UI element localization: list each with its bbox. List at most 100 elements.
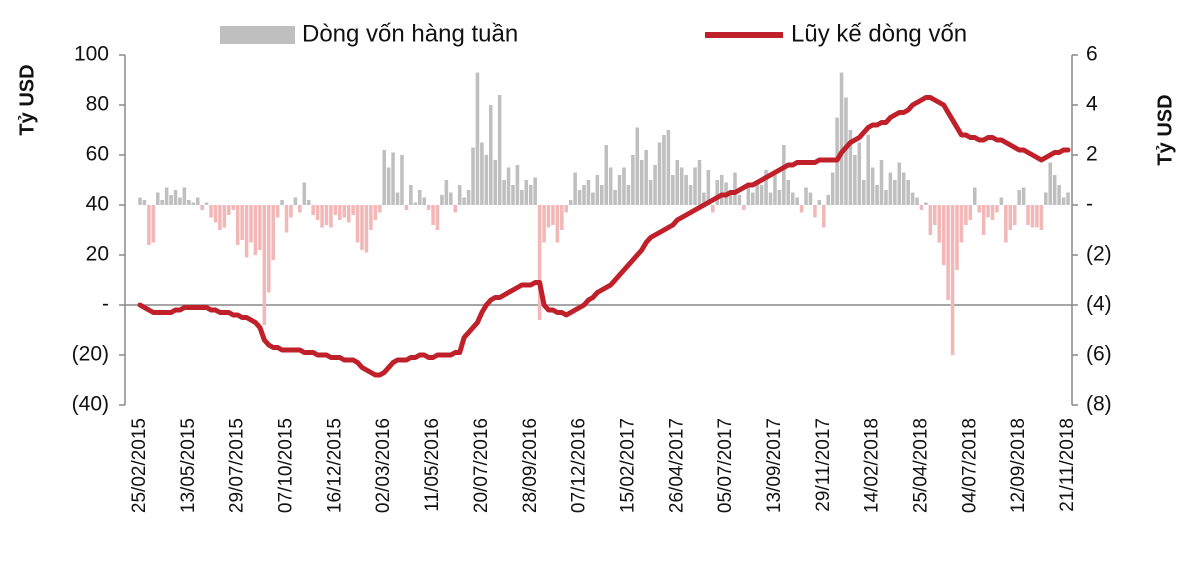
bar <box>582 185 586 205</box>
y-tick-label: 100 <box>74 43 109 66</box>
bar <box>697 160 702 205</box>
bar <box>493 160 497 205</box>
bar <box>786 180 791 205</box>
bar <box>679 167 684 205</box>
bar <box>275 205 280 218</box>
bar <box>320 205 324 228</box>
bar <box>662 135 666 205</box>
bar <box>861 180 866 205</box>
bar <box>622 167 626 205</box>
x-tick-label: 02/03/2016 <box>373 418 394 513</box>
bar <box>391 152 395 205</box>
bar <box>600 185 604 205</box>
legend-label: Dòng vốn hàng tuần <box>302 20 518 47</box>
bar <box>595 175 600 205</box>
bar <box>782 145 786 205</box>
bar <box>475 72 480 205</box>
bar <box>284 205 289 233</box>
legend-label: Lũy kế dòng vốn <box>791 20 967 47</box>
bar <box>968 205 973 220</box>
bar <box>1057 185 1061 205</box>
bar <box>631 155 635 205</box>
bar <box>462 197 466 205</box>
bar <box>449 192 453 205</box>
bar <box>693 167 697 205</box>
bar <box>675 160 680 205</box>
bar <box>910 192 915 205</box>
bar <box>1004 205 1008 243</box>
bar <box>187 200 191 205</box>
bar <box>875 185 879 205</box>
bar <box>972 187 977 205</box>
bar <box>653 165 657 205</box>
y2-tick-label: 2 <box>1086 143 1098 166</box>
bar <box>1017 190 1021 205</box>
bar <box>346 205 351 223</box>
bar <box>644 150 648 205</box>
x-tick-label: 26/04/2017 <box>666 418 687 513</box>
bar <box>426 205 431 210</box>
x-tick-label: 13/05/2015 <box>178 418 199 513</box>
bar <box>213 205 218 223</box>
bar <box>160 200 164 205</box>
bar <box>271 205 275 260</box>
x-tick-label: 14/02/2018 <box>862 418 883 513</box>
bar <box>941 205 946 265</box>
bar <box>804 187 808 205</box>
bar <box>657 142 662 205</box>
bar <box>404 205 409 210</box>
bar <box>395 192 400 205</box>
x-tick-label: 15/02/2017 <box>617 418 638 513</box>
bar <box>964 205 968 225</box>
bar <box>604 145 608 205</box>
bar <box>1035 205 1039 228</box>
bar <box>386 167 391 205</box>
x-tick-label: 28/09/2016 <box>520 418 541 513</box>
bar <box>924 202 928 205</box>
bar <box>440 195 444 205</box>
bar <box>688 185 693 205</box>
legend-swatch <box>220 26 295 44</box>
bar <box>959 205 964 243</box>
bar <box>302 182 307 205</box>
bar <box>764 170 768 205</box>
bar <box>382 150 386 205</box>
x-tick-label: 05/07/2017 <box>715 418 736 513</box>
bar <box>586 180 591 205</box>
y2-tick-label: 4 <box>1086 93 1098 116</box>
x-tick-label: 11/05/2016 <box>422 418 443 512</box>
bar <box>444 180 449 205</box>
bar <box>608 167 613 205</box>
bar <box>839 72 844 205</box>
bar <box>870 167 875 205</box>
y2-axis-title: Tỷ USD <box>1154 94 1176 165</box>
bar <box>315 205 320 220</box>
bar <box>413 202 418 205</box>
bar <box>981 205 986 235</box>
y-tick-label: 60 <box>86 143 109 166</box>
y-axis-title: Tỷ USD <box>16 64 38 135</box>
x-tick-label: 21/11/2018 <box>1057 418 1078 512</box>
bar <box>684 175 688 205</box>
bar <box>355 205 360 243</box>
bar <box>733 172 737 205</box>
x-tick-label: 16/12/2015 <box>324 418 345 513</box>
bar <box>222 205 227 228</box>
bar <box>666 130 671 205</box>
x-tick-label: 04/07/2018 <box>959 418 980 513</box>
bar <box>373 205 378 220</box>
bar <box>329 205 333 228</box>
bar <box>377 205 382 213</box>
bar <box>360 205 364 250</box>
bar <box>1021 187 1026 205</box>
x-tick-label: 12/09/2018 <box>1008 418 1029 513</box>
x-tick-label: 07/12/2016 <box>569 418 590 513</box>
bar <box>990 205 995 220</box>
bar <box>573 172 577 205</box>
bar <box>227 205 231 215</box>
y-tick-label: 20 <box>86 243 109 266</box>
bar <box>853 155 857 205</box>
bar <box>244 205 249 258</box>
y-tick-label: (20) <box>72 343 109 366</box>
bar <box>777 190 782 205</box>
